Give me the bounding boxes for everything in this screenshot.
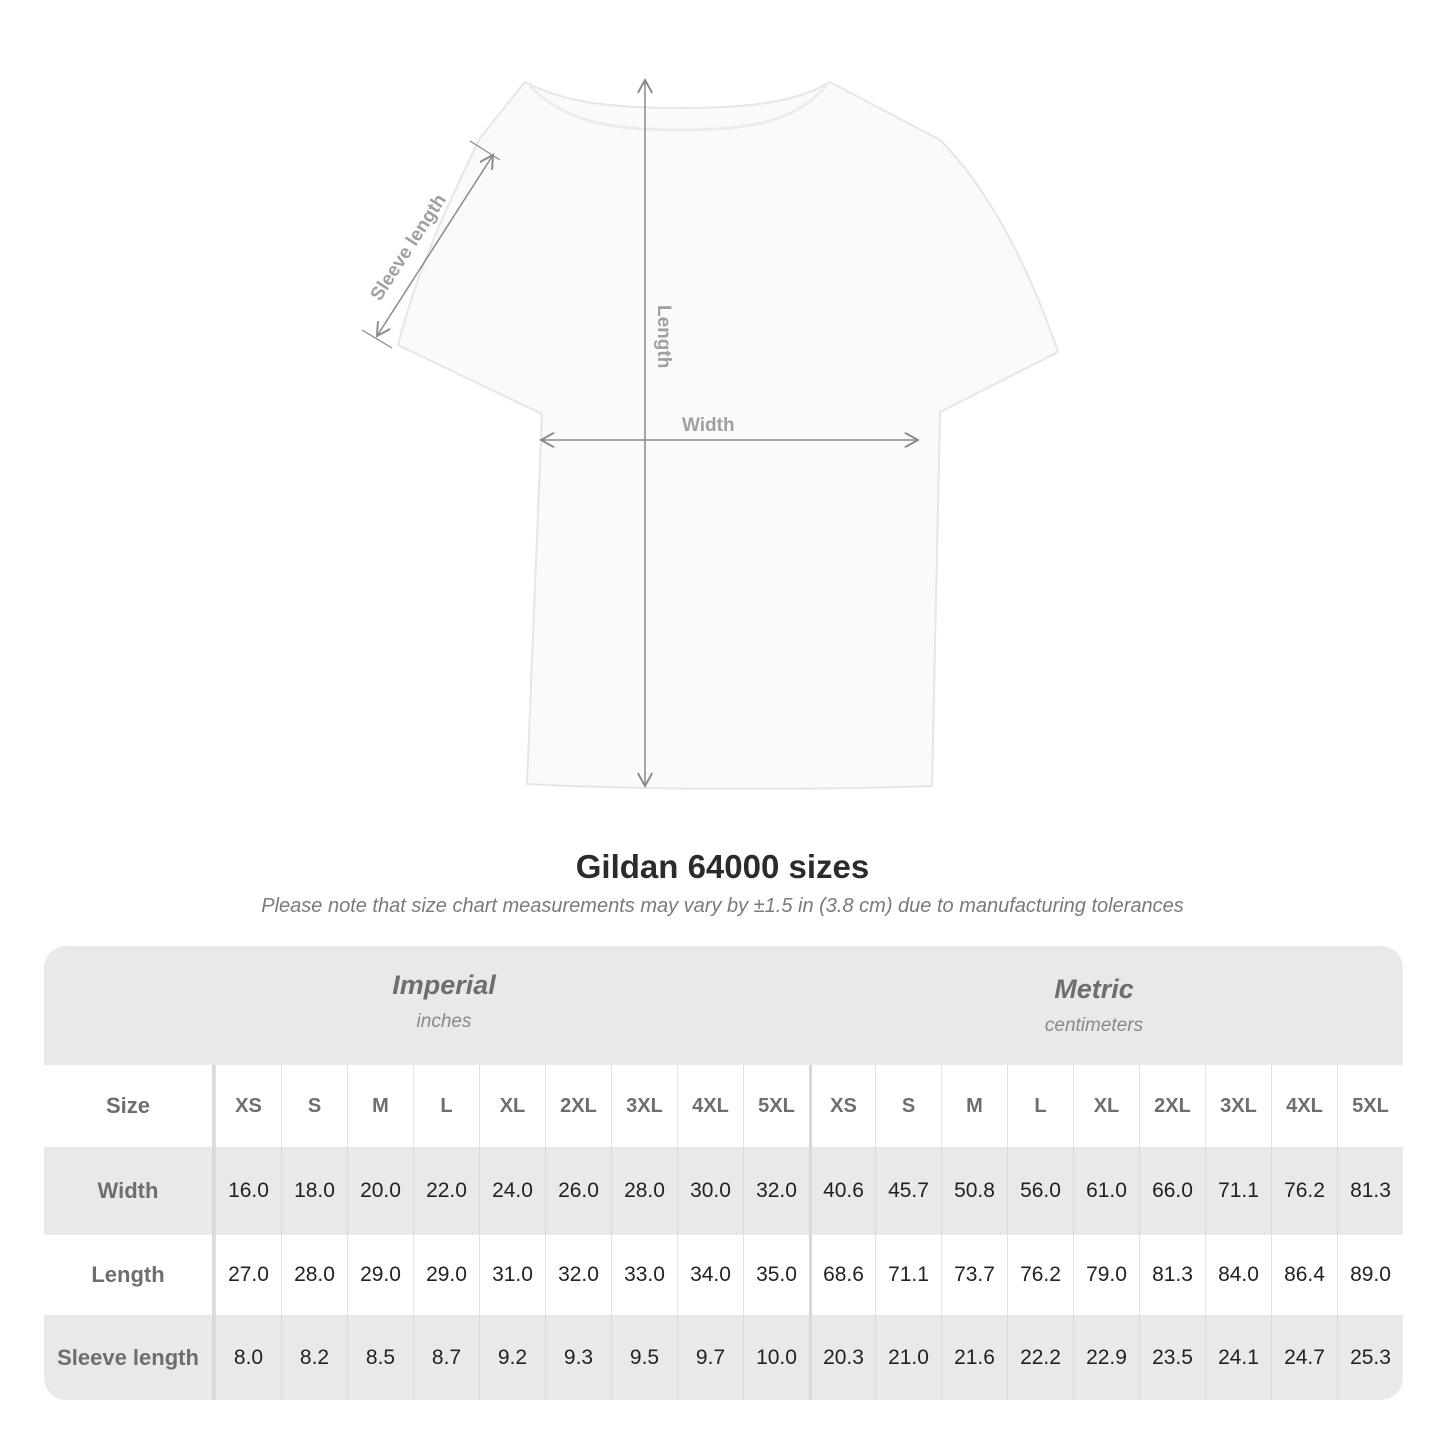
table-cell: 32.0 (743, 1147, 809, 1235)
size-header-cell: S (875, 1065, 941, 1147)
table-row: Length 27.0 28.0 29.0 29.0 31.0 32.0 33.0 34.0 35… (44, 1235, 1403, 1315)
table-cell: 66.0 (1139, 1147, 1205, 1235)
row-label: Size (44, 1065, 215, 1147)
size-header-cell: M (941, 1065, 1007, 1147)
imperial-header: Imperial inches (344, 970, 544, 1033)
table-cell: 61.0 (1073, 1147, 1139, 1235)
table-cell: 71.1 (875, 1235, 941, 1315)
table-cell: 84.0 (1205, 1235, 1271, 1315)
table-cell: 25.3 (1337, 1315, 1403, 1400)
table-cell: 24.0 (479, 1147, 545, 1235)
table-cell: 21.6 (941, 1315, 1007, 1400)
tshirt-diagram: Sleeve length Length Width (361, 0, 1060, 790)
table-cell: 27.0 (215, 1235, 281, 1315)
table-cell: 29.0 (413, 1235, 479, 1315)
table-cell: 76.2 (1271, 1147, 1337, 1235)
size-header-cell: 3XL (611, 1065, 677, 1147)
table-cell: 31.0 (479, 1235, 545, 1315)
size-header-cell: XS (809, 1065, 875, 1147)
table-cell: 9.2 (479, 1315, 545, 1400)
unit-header-band (44, 946, 1403, 1065)
size-header-cell: 5XL (743, 1065, 809, 1147)
table-cell: 68.6 (809, 1235, 875, 1315)
table-cell: 30.0 (677, 1147, 743, 1235)
row-label: Sleeve length (44, 1315, 215, 1400)
size-header-cell: 4XL (1271, 1065, 1337, 1147)
table-cell: 56.0 (1007, 1147, 1073, 1235)
row-label: Length (44, 1235, 215, 1315)
table-cell: 8.0 (215, 1315, 281, 1400)
size-header-cell: 4XL (677, 1065, 743, 1147)
table-cell: 45.7 (875, 1147, 941, 1235)
table-cell: 22.0 (413, 1147, 479, 1235)
size-header-row: Size XS S M L XL 2XL 3XL 4XL 5XL XS S M L XL 2XL 3XL 4XL 5… (44, 1065, 1403, 1147)
table-cell: 79.0 (1073, 1235, 1139, 1315)
table-cell: 23.5 (1139, 1315, 1205, 1400)
size-header-cell: 2XL (1139, 1065, 1205, 1147)
table-cell: 29.0 (347, 1235, 413, 1315)
size-header-cell: XS (215, 1065, 281, 1147)
table-row: Sleeve length 8.0 8.2 8.5 8.7 9.2 9.3 9.5 9.7 10.… (44, 1315, 1403, 1400)
table-cell: 20.3 (809, 1315, 875, 1400)
table-cell: 18.0 (281, 1147, 347, 1235)
table-cell: 32.0 (545, 1235, 611, 1315)
size-header-cell: 3XL (1205, 1065, 1271, 1147)
size-header-cell: L (413, 1065, 479, 1147)
size-header-cell: L (1007, 1065, 1073, 1147)
table-cell: 26.0 (545, 1147, 611, 1235)
size-header-cell: M (347, 1065, 413, 1147)
table-cell: 22.9 (1073, 1315, 1139, 1400)
table-cell: 33.0 (611, 1235, 677, 1315)
table-cell: 34.0 (677, 1235, 743, 1315)
table-cell: 9.5 (611, 1315, 677, 1400)
width-label: Width (682, 415, 735, 436)
table-cell: 8.2 (281, 1315, 347, 1400)
table-cell: 73.7 (941, 1235, 1007, 1315)
table-cell: 50.8 (941, 1147, 1007, 1235)
size-header-cell: XL (1073, 1065, 1139, 1147)
imperial-unit: inches (416, 1011, 472, 1032)
table-cell: 76.2 (1007, 1235, 1073, 1315)
size-header-cell: S (281, 1065, 347, 1147)
chart-title: Gildan 64000 sizes (575, 848, 870, 885)
table-row: Width 16.0 18.0 20.0 22.0 24.0 26.0 28.0 30.0 32.… (44, 1147, 1403, 1235)
sleeve-length-arrow (377, 155, 493, 336)
size-header-cell: 5XL (1337, 1065, 1403, 1147)
length-label: Length (653, 305, 674, 368)
row-label: Width (44, 1147, 215, 1235)
table-cell: 8.7 (413, 1315, 479, 1400)
table-cell: 89.0 (1337, 1235, 1403, 1315)
table-cell: 81.3 (1337, 1147, 1403, 1235)
table-cell: 35.0 (743, 1235, 809, 1315)
table-cell: 24.1 (1205, 1315, 1271, 1400)
size-header-cell: 2XL (545, 1065, 611, 1147)
table-cell: 81.3 (1139, 1235, 1205, 1315)
metric-header: Metric centimeters (994, 974, 1194, 1037)
table-cell: 86.4 (1271, 1235, 1337, 1315)
metric-label: Metric (1054, 974, 1134, 1004)
tolerance-note: Please note that size chart measurements… (261, 895, 1184, 917)
table-cell: 9.7 (677, 1315, 743, 1400)
table-cell: 28.0 (281, 1235, 347, 1315)
metric-unit: centimeters (1044, 1015, 1144, 1036)
size-header-cell: XL (479, 1065, 545, 1147)
table-cell: 21.0 (875, 1315, 941, 1400)
table-cell: 28.0 (611, 1147, 677, 1235)
size-table: Imperial inches Metric centimeters Size X… (44, 946, 1403, 1400)
table-cell: 8.5 (347, 1315, 413, 1400)
table-cell: 40.6 (809, 1147, 875, 1235)
imperial-label: Imperial (392, 970, 496, 1000)
table-cell: 20.0 (347, 1147, 413, 1235)
table-cell: 9.3 (545, 1315, 611, 1400)
table-cell: 71.1 (1205, 1147, 1271, 1235)
table-cell: 24.7 (1271, 1315, 1337, 1400)
table-cell: 22.2 (1007, 1315, 1073, 1400)
table-cell: 16.0 (215, 1147, 281, 1235)
table-cell: 10.0 (743, 1315, 809, 1400)
